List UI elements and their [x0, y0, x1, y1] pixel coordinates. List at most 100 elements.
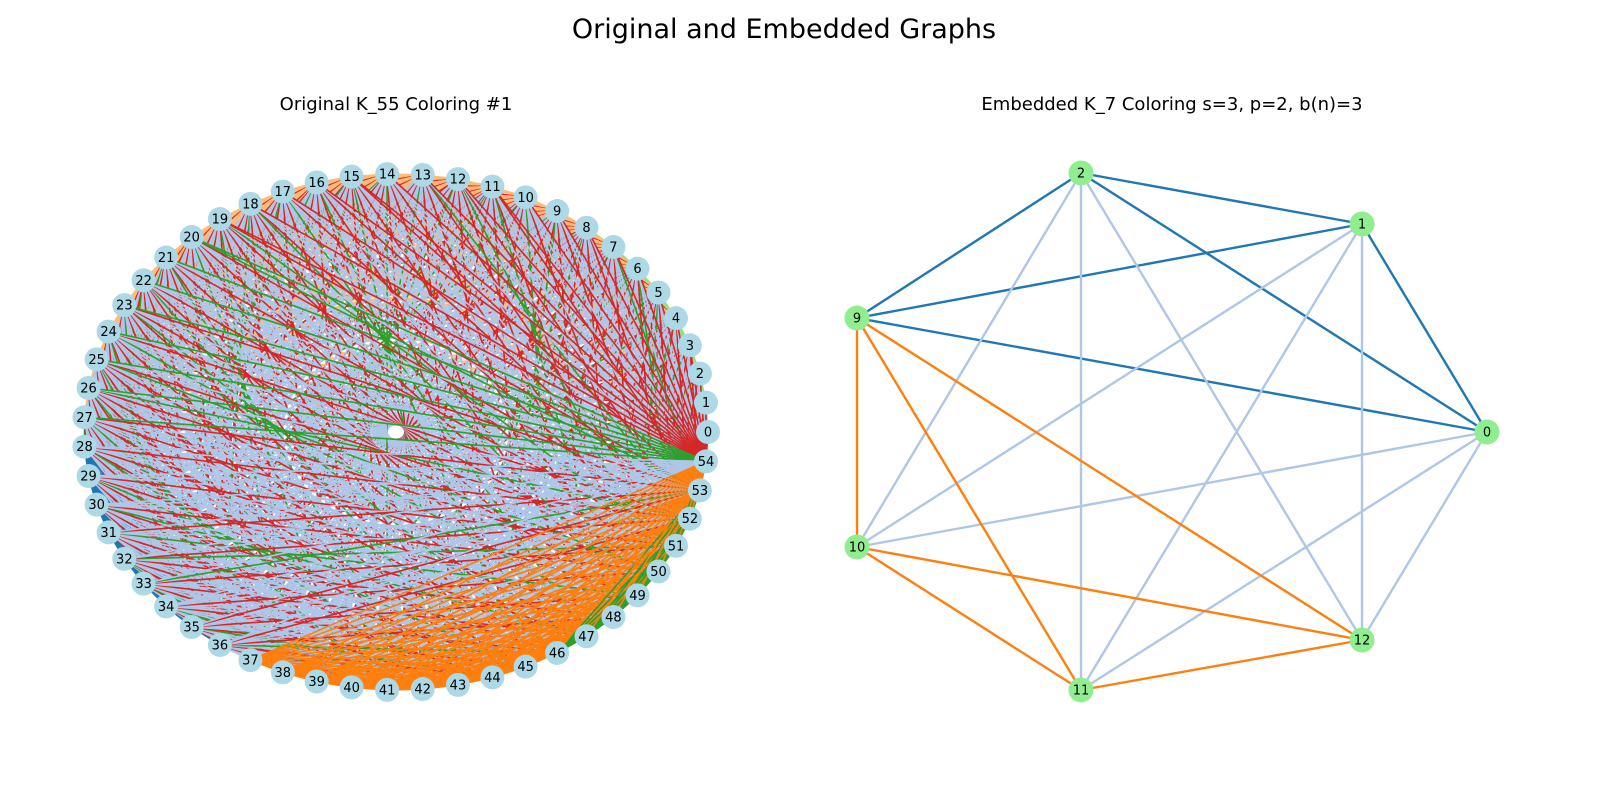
edge-1-0: [1360, 223, 1489, 433]
edge-41-54: [386, 460, 707, 691]
node-2: 2: [1068, 160, 1094, 186]
edge-36-49: [219, 594, 638, 646]
node-19: 19: [207, 207, 232, 232]
edge-32-54: [124, 460, 707, 560]
node-1: 1: [1349, 211, 1375, 237]
node-label: 48: [605, 611, 622, 626]
edge-42-54: [422, 460, 707, 690]
node-32: 32: [112, 546, 137, 571]
node-label: 33: [135, 577, 152, 592]
node-13: 13: [410, 162, 435, 187]
edge-0-12: [1360, 431, 1489, 641]
node-label: 13: [414, 168, 431, 183]
node-39: 39: [304, 669, 329, 694]
node-28: 28: [72, 434, 97, 459]
node-label: 20: [183, 231, 200, 246]
node-11: 11: [480, 174, 505, 199]
edge-38-54: [282, 460, 707, 674]
edge-40-52: [351, 517, 691, 689]
node-label: 43: [450, 678, 467, 693]
node-label: 52: [682, 512, 699, 527]
node-label: 11: [1073, 684, 1090, 699]
node-9: 9: [844, 305, 870, 331]
node-24: 24: [96, 319, 121, 344]
node-22: 22: [131, 268, 156, 293]
node-label: 46: [549, 646, 566, 661]
edge-35-54: [191, 460, 707, 628]
edge-23-54: [124, 304, 707, 463]
edge-44-54: [491, 460, 707, 678]
node-label: 29: [80, 469, 97, 484]
edge-21-54: [165, 256, 707, 463]
node-33: 33: [131, 571, 156, 596]
node-label: 50: [650, 565, 667, 580]
edge-22-54: [143, 279, 707, 463]
node-35: 35: [179, 614, 204, 639]
node-label: 14: [379, 168, 396, 183]
edge-2-12: [1079, 172, 1364, 641]
left-panel-title: Original K_55 Coloring #1: [280, 94, 513, 115]
node-3: 3: [677, 333, 702, 358]
edge-2-54: [699, 373, 707, 462]
node-52: 52: [677, 506, 702, 531]
node-label: 34: [158, 600, 175, 615]
node-23: 23: [112, 293, 137, 318]
node-label: 41: [379, 683, 396, 698]
node-label: 5: [654, 286, 662, 301]
node-label: 7: [609, 240, 617, 255]
node-20: 20: [179, 225, 204, 250]
edge-37-50: [250, 570, 659, 661]
node-label: 22: [135, 274, 152, 289]
edge-37-54: [250, 460, 707, 661]
node-54: 54: [693, 449, 718, 474]
edge-2-10: [855, 172, 1083, 548]
node-label: 10: [517, 191, 534, 206]
node-1: 1: [693, 390, 718, 415]
node-label: 17: [275, 185, 292, 200]
edge-17-54: [282, 190, 707, 463]
original-graph: 0123456789101112131415161718192021222324…: [72, 162, 720, 702]
node-label: 23: [116, 299, 133, 314]
node-label: 0: [704, 426, 712, 441]
node-label: 51: [668, 539, 685, 554]
edge-9-11: [855, 317, 1083, 691]
edge-9-0: [856, 316, 1488, 434]
edge-42-53: [422, 489, 701, 690]
node-49: 49: [625, 583, 650, 608]
node-label: 18: [242, 197, 259, 212]
node-label: 15: [343, 170, 360, 185]
node-7: 7: [601, 234, 626, 259]
edge-38-52: [282, 517, 691, 674]
edge-1-9: [856, 222, 1363, 320]
edge-13-52: [422, 174, 691, 520]
node-15: 15: [339, 164, 364, 189]
edge-31-54: [108, 460, 707, 534]
node-46: 46: [545, 640, 570, 665]
edge-19-54: [219, 218, 707, 463]
edge-28-54: [84, 445, 706, 463]
edge-14-54: [386, 173, 707, 463]
edge-47-54: [585, 460, 707, 637]
node-17: 17: [270, 179, 295, 204]
node-label: 45: [517, 660, 534, 675]
edge-16-54: [316, 181, 707, 463]
node-label: 31: [100, 526, 117, 541]
edge-25-54: [96, 358, 707, 463]
node-36: 36: [207, 632, 232, 657]
node-8: 8: [574, 215, 599, 240]
edge-51-54: [675, 461, 707, 547]
edge-9-54: [556, 210, 707, 462]
edge-1-11: [1079, 223, 1364, 691]
node-2: 2: [687, 361, 712, 386]
edge-12-54: [457, 178, 707, 462]
edge-38-51: [282, 545, 677, 674]
edge-50-53: [657, 490, 701, 572]
node-label: 36: [212, 638, 229, 653]
edge-14-53: [386, 173, 701, 491]
node-label: 19: [212, 213, 229, 228]
node-27: 27: [72, 405, 97, 430]
node-45: 45: [513, 654, 538, 679]
node-label: 11: [484, 180, 501, 195]
